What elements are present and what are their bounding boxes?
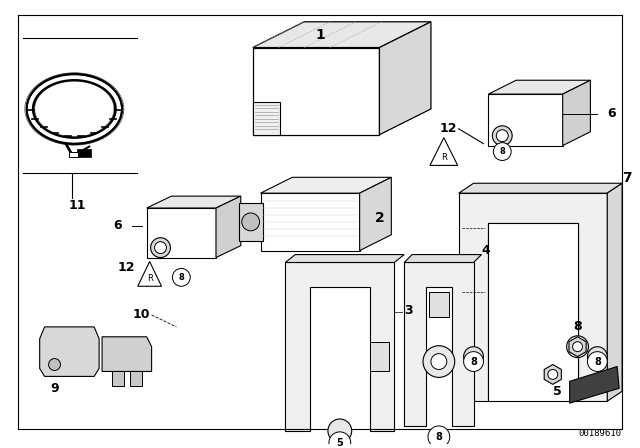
Circle shape xyxy=(150,238,170,258)
Text: 9: 9 xyxy=(50,382,59,395)
Circle shape xyxy=(431,353,447,370)
Text: 6: 6 xyxy=(607,108,616,121)
Polygon shape xyxy=(607,183,622,401)
Text: 3: 3 xyxy=(404,304,413,317)
Bar xyxy=(369,342,389,371)
Circle shape xyxy=(496,130,508,142)
Polygon shape xyxy=(253,47,380,135)
Polygon shape xyxy=(404,254,481,263)
Circle shape xyxy=(49,358,60,370)
Circle shape xyxy=(423,346,454,377)
Circle shape xyxy=(172,268,190,286)
Text: 5: 5 xyxy=(337,438,343,448)
Polygon shape xyxy=(488,223,577,401)
Text: 7: 7 xyxy=(622,171,632,185)
Circle shape xyxy=(493,142,511,160)
Polygon shape xyxy=(459,193,607,401)
Polygon shape xyxy=(488,94,563,146)
Polygon shape xyxy=(40,327,99,376)
Polygon shape xyxy=(569,337,586,357)
Polygon shape xyxy=(563,80,591,146)
Polygon shape xyxy=(570,366,619,403)
Polygon shape xyxy=(138,262,161,286)
Polygon shape xyxy=(216,196,241,258)
Circle shape xyxy=(566,336,588,358)
Circle shape xyxy=(588,347,607,366)
Bar xyxy=(112,371,124,386)
Text: 11: 11 xyxy=(68,198,86,211)
Polygon shape xyxy=(147,208,216,258)
Bar xyxy=(69,151,78,156)
Polygon shape xyxy=(260,193,360,250)
Bar xyxy=(253,102,280,135)
Circle shape xyxy=(428,426,450,448)
Text: 8: 8 xyxy=(594,357,601,366)
Text: 8: 8 xyxy=(499,147,505,156)
Circle shape xyxy=(155,242,166,254)
Polygon shape xyxy=(360,177,391,250)
Bar xyxy=(239,203,262,241)
Text: 12: 12 xyxy=(439,122,457,135)
Polygon shape xyxy=(380,22,431,135)
Polygon shape xyxy=(253,22,431,47)
Polygon shape xyxy=(147,196,241,208)
Bar xyxy=(130,371,141,386)
Circle shape xyxy=(588,352,607,371)
Polygon shape xyxy=(285,254,404,263)
Polygon shape xyxy=(488,80,591,94)
Text: 5: 5 xyxy=(554,385,562,398)
Text: 2: 2 xyxy=(374,211,384,225)
Polygon shape xyxy=(430,138,458,165)
Circle shape xyxy=(329,432,351,448)
Circle shape xyxy=(573,342,582,352)
Text: 10: 10 xyxy=(132,309,150,322)
Circle shape xyxy=(463,347,483,366)
Text: 00189610: 00189610 xyxy=(578,429,621,438)
Polygon shape xyxy=(459,183,622,193)
Text: 1: 1 xyxy=(315,28,325,42)
Text: R: R xyxy=(441,153,447,162)
Text: 8: 8 xyxy=(179,273,184,282)
Text: 12: 12 xyxy=(117,261,135,274)
Polygon shape xyxy=(404,263,474,426)
Text: R: R xyxy=(147,274,152,283)
Bar xyxy=(77,149,91,156)
Polygon shape xyxy=(285,263,394,431)
Text: 6: 6 xyxy=(113,220,122,233)
Polygon shape xyxy=(102,337,152,371)
Text: 8: 8 xyxy=(435,432,442,442)
Polygon shape xyxy=(544,365,561,384)
Circle shape xyxy=(328,419,352,443)
Text: 8: 8 xyxy=(573,320,582,333)
Circle shape xyxy=(242,213,260,231)
Polygon shape xyxy=(260,177,391,193)
Circle shape xyxy=(548,370,557,379)
Text: 4: 4 xyxy=(481,244,490,257)
Circle shape xyxy=(463,352,483,371)
Bar xyxy=(429,292,449,317)
Circle shape xyxy=(492,126,512,146)
Text: 8: 8 xyxy=(470,357,477,366)
